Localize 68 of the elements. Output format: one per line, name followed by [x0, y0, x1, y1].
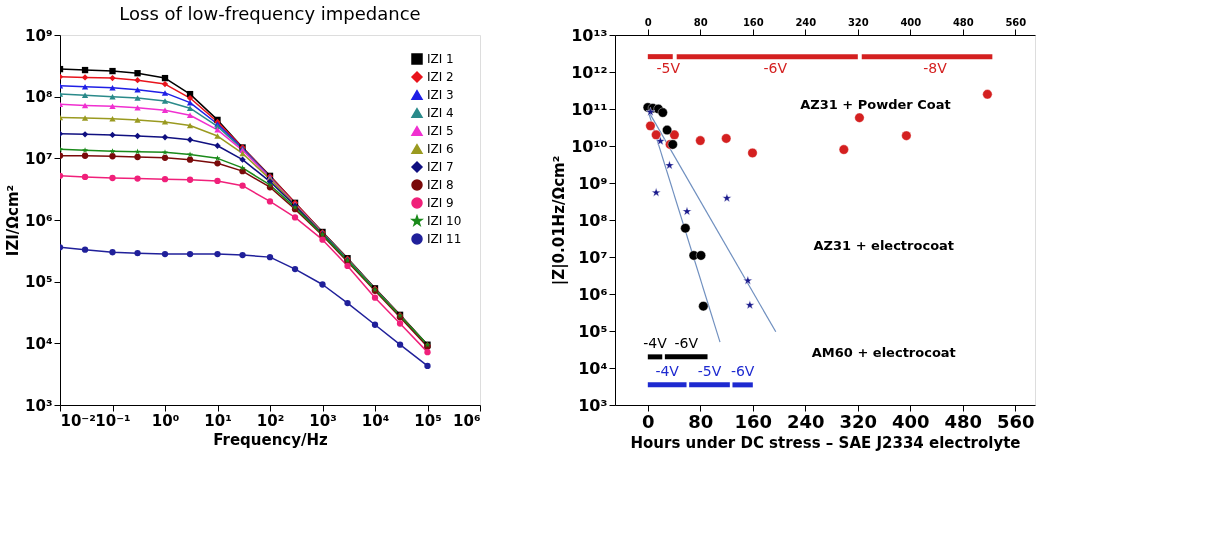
x-tick-label: 10⁶ — [453, 411, 481, 430]
x2-tick-label: 240 — [795, 16, 817, 28]
y-tick-label: 10³ — [25, 396, 53, 415]
x2-tick-label: 0 — [644, 16, 652, 28]
y-tick-label: 10⁴ — [25, 334, 53, 353]
x-tick-label: 400 — [892, 410, 930, 432]
legend-label: IZI 10 — [427, 214, 462, 228]
x-tick-label: 10⁻¹ — [95, 411, 131, 430]
legend-label: IZI 9 — [427, 196, 454, 210]
legend-label: IZI 5 — [427, 124, 454, 138]
legend-label: IZI 1 — [427, 52, 454, 66]
x2-tick-label: 560 — [1005, 16, 1027, 28]
x2-tick-label: 480 — [952, 16, 974, 28]
legend-label: IZI 2 — [427, 70, 454, 84]
x-tick-label: 160 — [734, 410, 773, 432]
x-tick-label: 10¹ — [204, 411, 232, 430]
x-tick-label: 10⁻² — [60, 411, 96, 430]
x-tick-label: 560 — [997, 410, 1035, 432]
y-tick-label: 10⁵ — [578, 321, 608, 341]
x-tick-label: 10⁰ — [151, 411, 180, 430]
y-tick-label: 10⁸ — [578, 210, 608, 230]
chart-title: Loss of low-frequency impedance — [119, 3, 421, 24]
series-label: -6V — [730, 362, 755, 379]
x-tick-label: 80 — [688, 410, 714, 432]
y-tick-label: 10¹³ — [571, 25, 608, 45]
legend-label: IZI 11 — [427, 232, 462, 246]
x2-tick-label: 160 — [742, 16, 764, 28]
y-tick-label: 10⁹ — [25, 26, 53, 45]
y-tick-label: 10⁹ — [578, 173, 608, 193]
legend-label: IZI 6 — [427, 142, 454, 156]
y-tick-label: 10³ — [578, 395, 608, 415]
y-tick-label: 10⁶ — [25, 211, 53, 230]
series-label: -6V — [763, 59, 788, 76]
x2-tick-label: 400 — [900, 16, 922, 28]
x-tick-label: 480 — [944, 410, 983, 432]
x-tick-label: 10² — [256, 411, 285, 430]
x2-tick-label: 80 — [693, 16, 708, 28]
legend-label: IZI 4 — [427, 106, 454, 120]
x-tick-label: 10⁴ — [361, 411, 390, 430]
y-tick-label: 10⁸ — [25, 88, 53, 107]
annotation: AM60 + electrocoat — [811, 345, 956, 361]
y-tick-label: 10⁷ — [25, 149, 53, 168]
x-tick-label: 320 — [839, 410, 878, 432]
x-tick-label: 0 — [642, 410, 655, 432]
x-axis-title: Frequency/Hz — [213, 430, 329, 449]
legend-label: IZI 7 — [427, 160, 454, 174]
y-tick-label: 10¹⁰ — [571, 136, 608, 156]
x-tick-label: 10³ — [309, 411, 337, 430]
y-tick-label: 10⁷ — [578, 247, 608, 267]
legend-label: IZI 8 — [427, 178, 454, 192]
series-label: -8V — [923, 59, 948, 76]
annotation: AZ31 + Powder Coat — [800, 97, 951, 113]
y-axis-title: |Z|0.01Hz/Ωcm² — [550, 155, 570, 286]
y-tick-label: 10⁶ — [578, 284, 608, 304]
legend-label: IZI 3 — [427, 88, 454, 102]
x-tick-label: 10⁵ — [414, 411, 442, 430]
x-axis-title: Hours under DC stress – SAE J2334 electrolyte — [630, 433, 1021, 452]
x-tick-label: 240 — [787, 410, 825, 432]
x2-tick-label: 320 — [847, 16, 869, 28]
y-tick-label: 10¹² — [571, 62, 608, 82]
annotation: AZ31 + electrocoat — [813, 237, 955, 253]
series-label: -4V — [655, 362, 680, 379]
y-axis-title: IZI/Ωcm² — [4, 184, 23, 257]
y-tick-label: 10¹¹ — [571, 99, 608, 119]
series-label: -5V — [656, 59, 681, 76]
series-label: -5V — [697, 362, 722, 379]
y-tick-label: 10⁵ — [25, 273, 53, 292]
y-tick-label: 10⁴ — [578, 358, 608, 378]
